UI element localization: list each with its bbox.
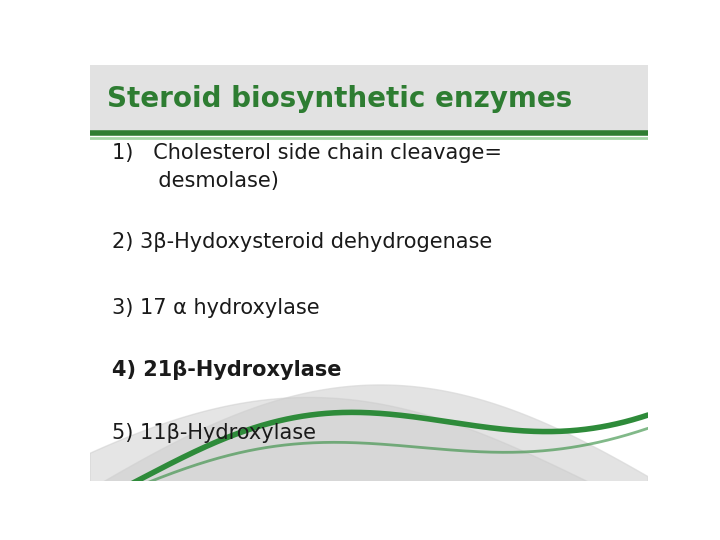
Text: 1)   Cholesterol side chain cleavage=
       desmolase): 1) Cholesterol side chain cleavage= desm… xyxy=(112,143,503,191)
Polygon shape xyxy=(90,397,648,511)
Text: 5) 11β-Hydroxylase: 5) 11β-Hydroxylase xyxy=(112,423,316,443)
Polygon shape xyxy=(90,385,648,501)
Bar xyxy=(90,65,648,133)
Text: 2) 3β-Hydoxysteroid dehydrogenase: 2) 3β-Hydoxysteroid dehydrogenase xyxy=(112,232,492,252)
Text: Steroid biosynthetic enzymes: Steroid biosynthetic enzymes xyxy=(107,85,572,113)
Text: 4) 21β-Hydroxylase: 4) 21β-Hydroxylase xyxy=(112,360,342,380)
Text: 3) 17 α hydroxylase: 3) 17 α hydroxylase xyxy=(112,298,320,318)
